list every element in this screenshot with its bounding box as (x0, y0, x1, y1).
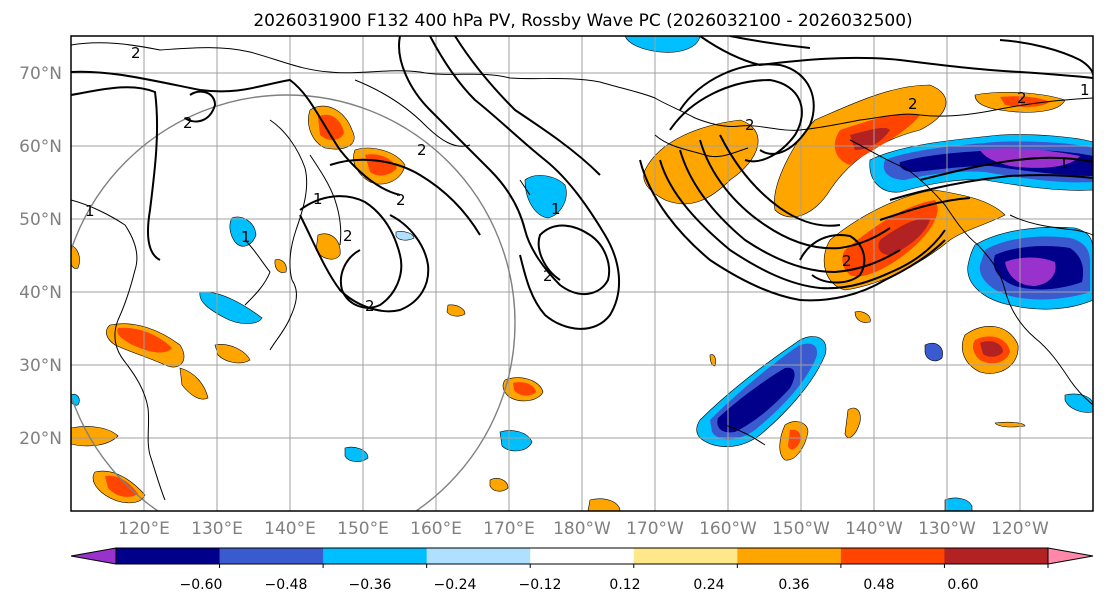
lon-label: 130°E (191, 519, 243, 539)
lon-label: 160°E (410, 519, 462, 539)
colorbar-label: 0.48 (863, 577, 894, 593)
contour-label: 2 (131, 44, 141, 62)
contour-label: 2 (365, 297, 375, 315)
lon-label: 140°E (264, 519, 316, 539)
contour-label: 2 (396, 191, 406, 209)
colorbar: −0.60 −0.48 −0.36 −0.24 −0.12 0.12 0.24 … (70, 547, 1094, 593)
pv-contours (71, 36, 1093, 330)
contour-label: 2 (343, 227, 353, 245)
map-frame (70, 35, 1094, 512)
figure-title: 2026031900 F132 400 hPa PV, Rossby Wave … (253, 11, 912, 31)
colorbar-frame (115, 547, 1049, 565)
map-gridlines (71, 36, 1093, 511)
latitude-labels: 70°N 60°N 50°N 40°N 30°N 20°N (19, 64, 62, 449)
colorbar-label: −0.60 (180, 577, 223, 593)
colorbar-label: −0.12 (519, 577, 562, 593)
colorbar-labels: −0.60 −0.48 −0.36 −0.24 −0.12 0.12 0.24 … (180, 577, 979, 593)
contour-label: 1 (85, 202, 95, 220)
lon-label: 150°W (772, 519, 830, 539)
lat-label: 40°N (19, 283, 62, 303)
lon-label: 150°E (337, 519, 389, 539)
colorbar-label: 0.24 (693, 577, 724, 593)
lat-label: 30°N (19, 356, 62, 376)
lat-label: 60°N (19, 137, 62, 157)
colorbar-label: −0.36 (349, 577, 392, 593)
map-content: 2 2 2 2 2 2 2 1 1 1 1 2 2 2 1 1 2 (71, 36, 1093, 511)
colorbar-label: 0.60 (947, 577, 978, 593)
colorbar-segment (737, 548, 842, 564)
lat-label: 70°N (19, 64, 62, 84)
contour-label: 2 (908, 95, 918, 113)
colorbar-label: 0.12 (609, 577, 640, 593)
lon-label: 160°W (699, 519, 757, 539)
contour-label: 1 (313, 190, 323, 208)
lat-label: 20°N (19, 429, 62, 449)
contour-label: 1 (551, 200, 561, 218)
lon-label: 120°W (991, 519, 1049, 539)
colorbar-ticks (219, 564, 1049, 568)
contour-label: 2 (1017, 89, 1027, 107)
contour-label: 1 (241, 228, 251, 246)
lon-label: 140°W (845, 519, 903, 539)
colorbar-label: −0.48 (265, 577, 308, 593)
colorbar-segment (219, 548, 324, 564)
reference-circle (71, 94, 516, 511)
lon-label: 170°E (483, 519, 535, 539)
contour-label: 2 (543, 267, 553, 285)
colorbar-segments (71, 548, 1093, 564)
lon-label: 130°W (918, 519, 976, 539)
colorbar-segment (323, 548, 428, 564)
contour-label: 1 (1059, 154, 1069, 172)
colorbar-segment (944, 548, 1049, 564)
colorbar-segment (1048, 548, 1093, 564)
colorbar-label: 0.36 (778, 577, 809, 593)
colorbar-segment (530, 548, 635, 564)
colorbar-segment (426, 548, 531, 564)
contour-labels: 2 2 2 2 2 2 2 1 1 1 1 2 2 2 1 1 2 (85, 44, 1090, 315)
lat-label: 50°N (19, 210, 62, 230)
negative-anomaly-regions (71, 36, 1093, 511)
lon-label: 170°W (626, 519, 684, 539)
colorbar-segment (840, 548, 945, 564)
colorbar-segment (633, 548, 738, 564)
contour-label: 2 (745, 116, 755, 134)
lon-label: 120°E (118, 519, 170, 539)
map-panel: 2 2 2 2 2 2 2 1 1 1 1 2 2 2 1 1 2 (70, 35, 1094, 512)
longitude-labels: 120°E 130°E 140°E 150°E 160°E 170°E 180°… (118, 519, 1049, 539)
colorbar-segment (71, 548, 116, 564)
contour-label: 2 (183, 114, 193, 132)
colorbar-label: −0.24 (434, 577, 477, 593)
lon-label: 180°W (553, 519, 611, 539)
contour-label: 1 (1080, 81, 1090, 99)
contour-label: 2 (417, 141, 427, 159)
contour-label: 2 (842, 252, 852, 270)
colorbar-segment (116, 548, 221, 564)
